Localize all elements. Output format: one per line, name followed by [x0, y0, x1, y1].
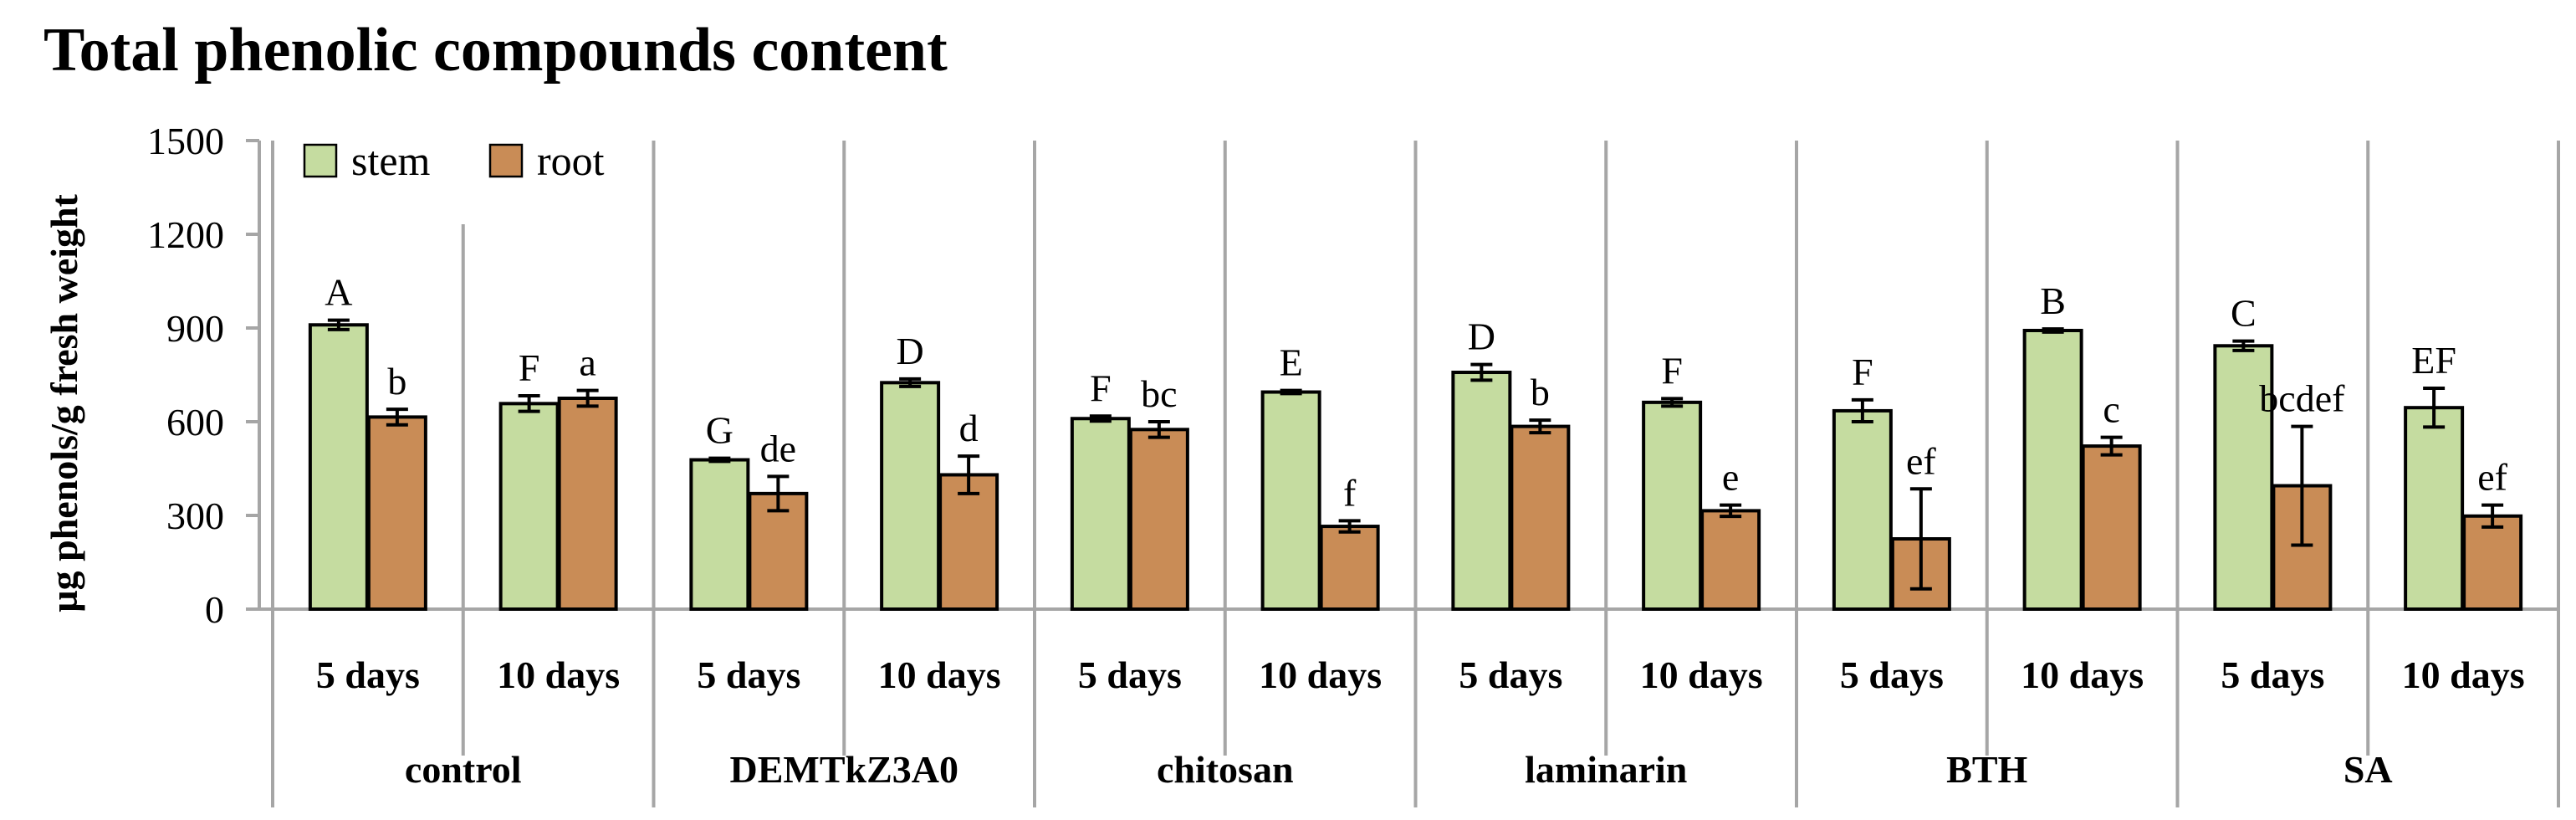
significance-label-root: f — [1343, 471, 1357, 514]
legend-swatch-stem — [303, 143, 338, 178]
x-group-label: SA — [2343, 748, 2393, 791]
x-group-label: BTH — [1946, 748, 2027, 791]
y-axis-label: µg phenols/g fresh weight — [43, 193, 85, 612]
significance-label-stem: F — [1852, 351, 1873, 393]
significance-label-stem: A — [325, 271, 352, 314]
significance-label-root: b — [1531, 371, 1550, 413]
bar-stem — [689, 458, 750, 612]
x-tick-label-time: 5 days — [1459, 653, 1562, 696]
significance-label-root: de — [760, 427, 796, 469]
y-tick-label: 900 — [166, 307, 224, 350]
bar-root — [748, 491, 809, 611]
bar-stem — [2404, 406, 2465, 612]
significance-label-root: bc — [1141, 372, 1177, 415]
significance-label-root: ef — [2477, 456, 2507, 499]
significance-label-stem: F — [1090, 366, 1112, 409]
bar-stem — [1832, 408, 1893, 611]
legend-label-stem: stem — [351, 137, 431, 184]
significance-label-root: c — [2103, 388, 2119, 431]
x-tick-label-time: 5 days — [316, 653, 420, 696]
x-group-label: DEMTkZ3A0 — [730, 748, 958, 791]
bar-root — [2081, 444, 2142, 611]
x-tick-label-time: 5 days — [1840, 653, 1944, 696]
bar-root — [366, 415, 427, 611]
x-tick-label-time: 10 days — [2402, 653, 2525, 696]
legend-label-root: root — [537, 137, 605, 184]
bar-root — [1319, 525, 1380, 611]
x-group-label: laminarin — [1525, 748, 1687, 791]
x-tick-label-time: 5 days — [1078, 653, 1182, 696]
legend: stem root — [303, 137, 605, 184]
bar-stem — [880, 381, 941, 611]
significance-label-root: b — [387, 360, 406, 402]
bar-root — [1128, 428, 1189, 611]
significance-label-root: ef — [1906, 439, 1936, 482]
x-tick-label-time: 10 days — [878, 653, 1001, 696]
significance-label-stem: EF — [2411, 339, 2456, 382]
x-group-label: chitosan — [1157, 748, 1294, 791]
significance-label-stem: D — [897, 330, 924, 372]
x-tick-label-time: 10 days — [497, 653, 620, 696]
significance-label-stem: B — [2040, 279, 2066, 322]
legend-swatch-root — [488, 143, 524, 178]
bar-root — [2462, 514, 2523, 611]
significance-label-stem: C — [2231, 292, 2257, 335]
x-tick-label-time: 5 days — [2221, 653, 2324, 696]
y-tick-label: 0 — [205, 588, 224, 631]
bar-stem — [1642, 400, 1703, 611]
significance-label-stem: E — [1280, 341, 1303, 384]
significance-label-stem: G — [706, 409, 733, 452]
x-tick-label-time: 10 days — [2021, 653, 2144, 696]
significance-label-stem: D — [1468, 315, 1495, 358]
x-tick-label-time: 10 days — [1640, 653, 1763, 696]
y-tick-label: 600 — [166, 401, 224, 443]
x-tick-label-time: 10 days — [1259, 653, 1382, 696]
bar-stem — [1451, 371, 1512, 611]
significance-label-root: a — [579, 341, 595, 384]
significance-label-stem: F — [519, 346, 540, 389]
chart-title: Total phenolic compounds content — [43, 16, 948, 85]
significance-label-stem: F — [1661, 349, 1683, 392]
x-tick-label-time: 5 days — [697, 653, 800, 696]
y-tick-label: 1500 — [147, 120, 224, 162]
bar-stem — [308, 323, 369, 611]
significance-label-root: bcdef — [2259, 377, 2345, 420]
bar-root — [557, 397, 618, 611]
significance-label-root: e — [1722, 456, 1739, 499]
y-tick-label: 300 — [166, 495, 224, 537]
bar-root — [1510, 424, 1571, 611]
bar-root — [938, 473, 999, 612]
significance-label-root: d — [959, 407, 979, 449]
bar-stem — [1070, 417, 1131, 611]
bar-stem — [1260, 390, 1321, 611]
bar-stem — [2022, 328, 2083, 611]
bar-stem — [2213, 344, 2274, 611]
bar-stem — [498, 402, 560, 612]
y-tick-label: 1200 — [147, 213, 224, 256]
bar-root — [1700, 509, 1761, 612]
x-group-label: control — [405, 748, 522, 791]
